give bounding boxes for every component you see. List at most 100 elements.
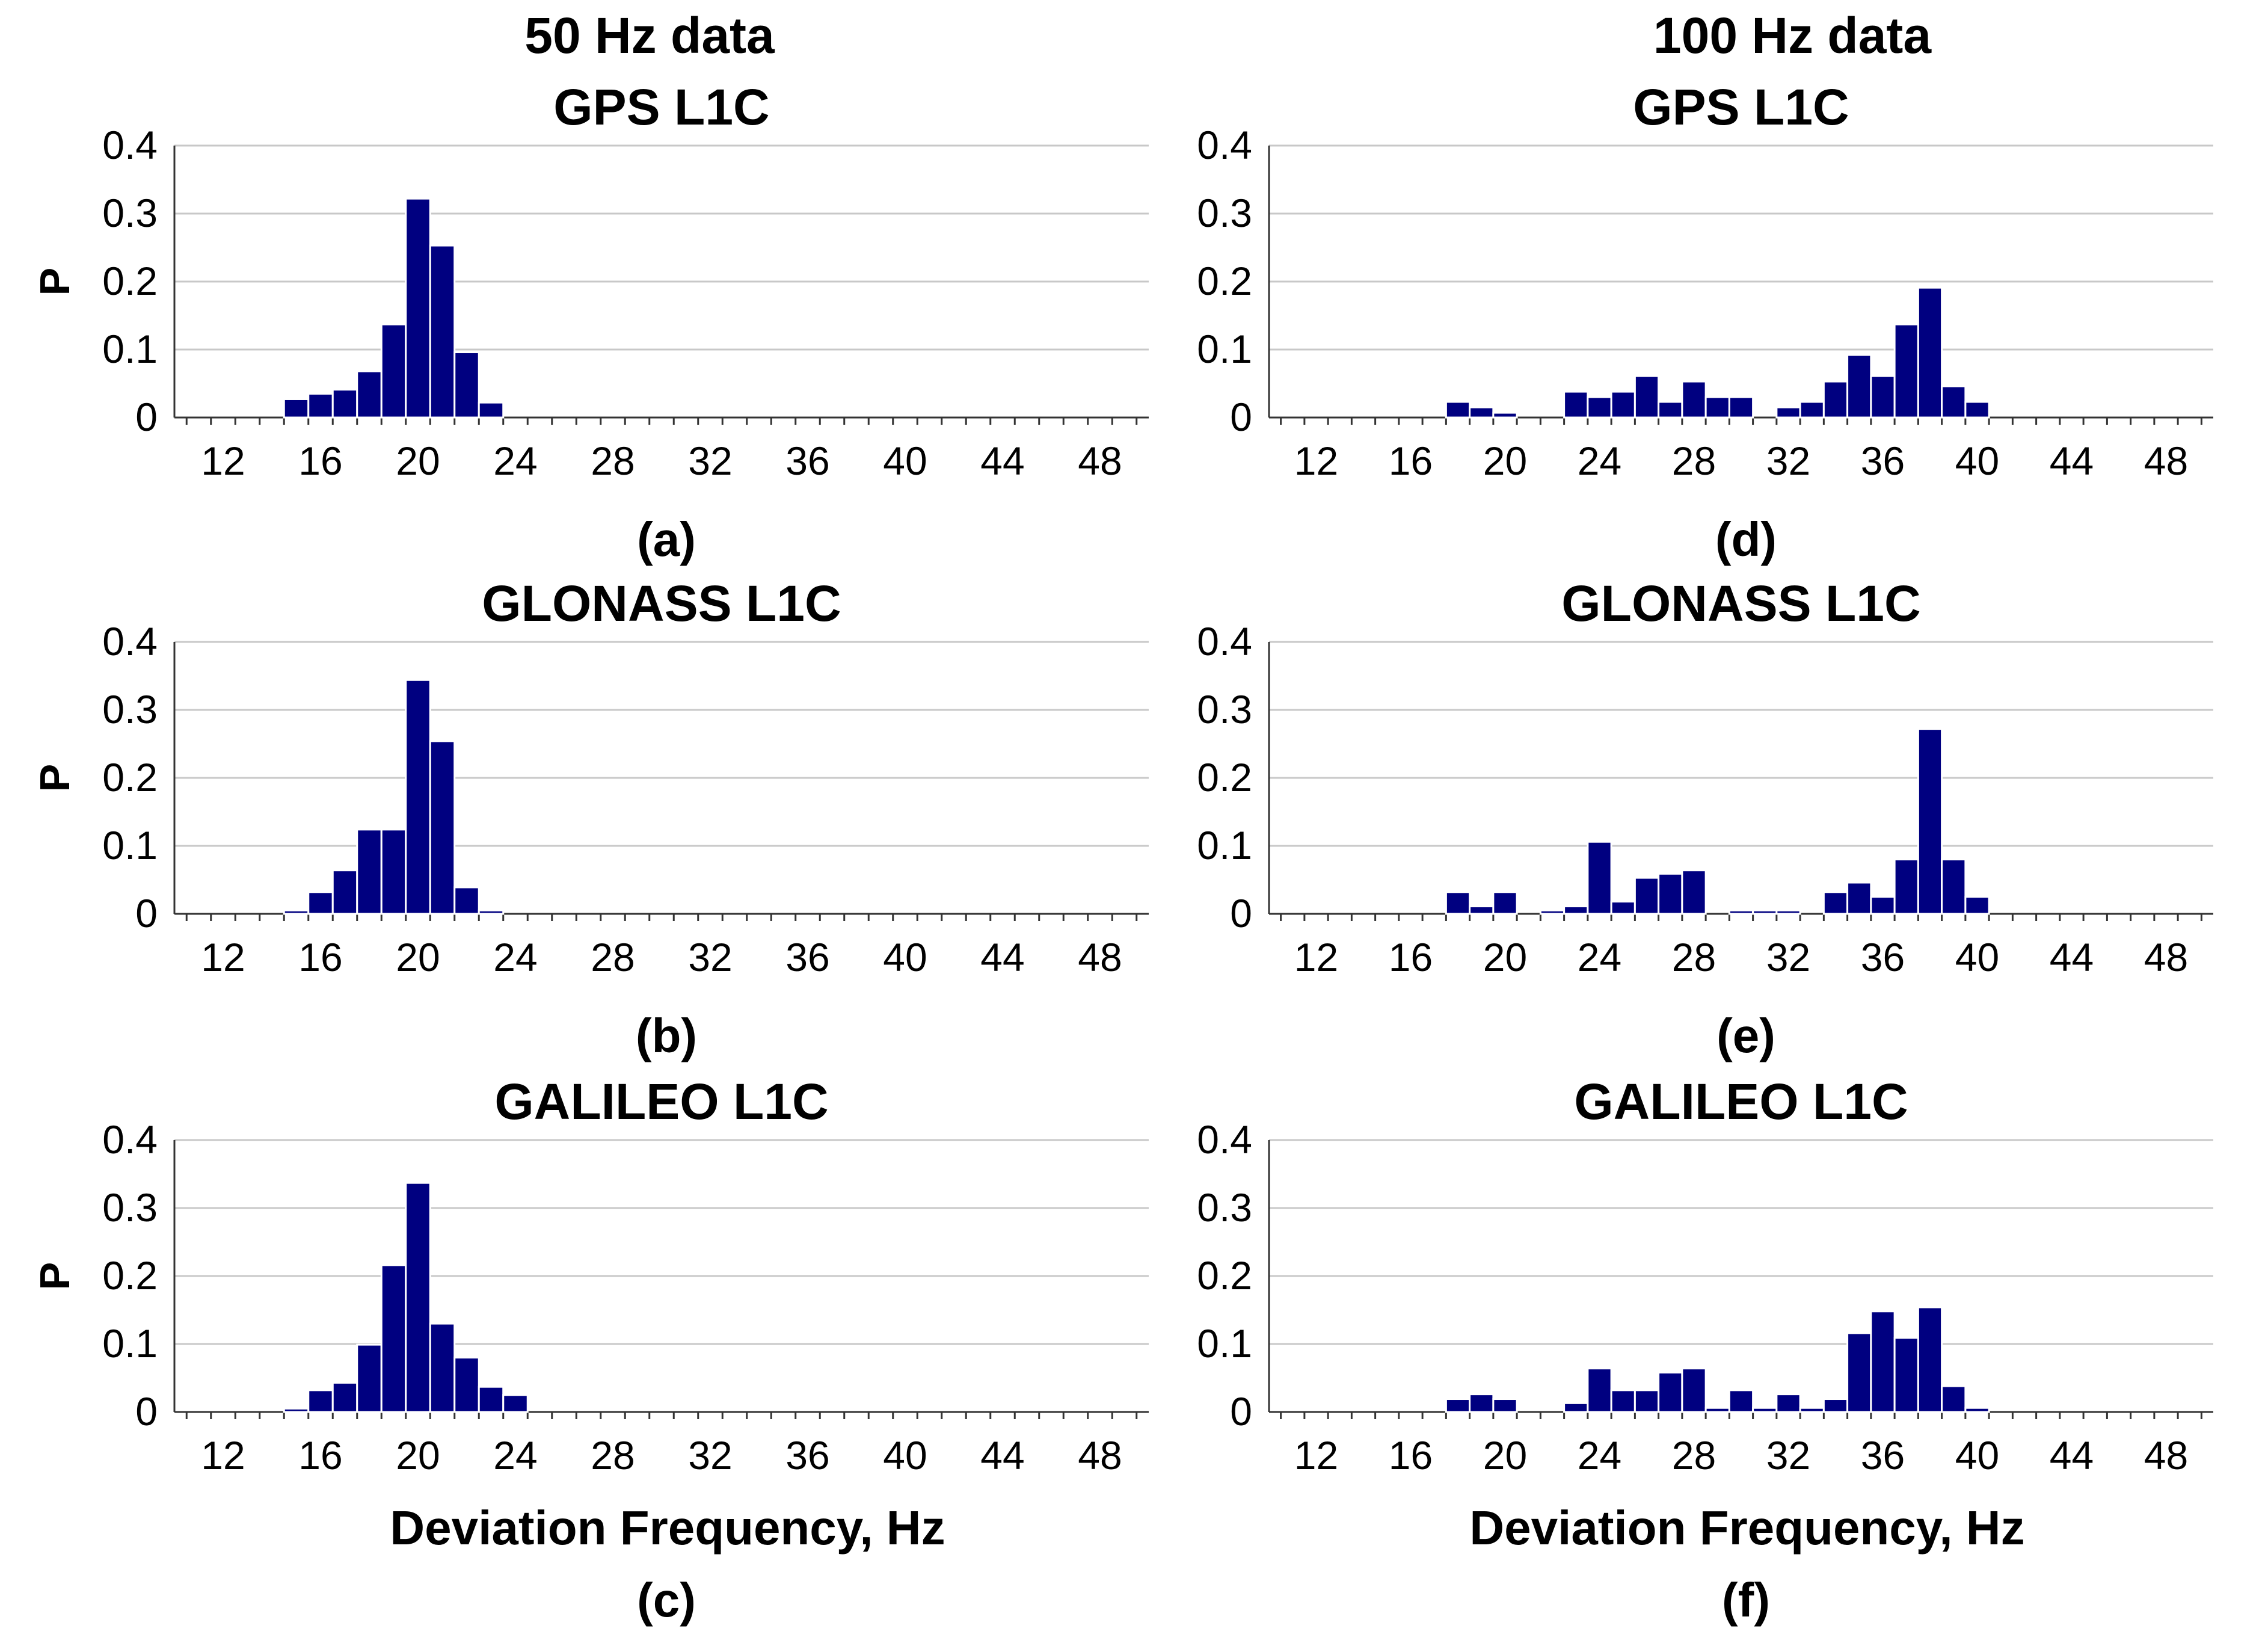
bar [1563,390,1589,419]
bar [307,891,334,915]
y-tick-label: 0.2 [102,1253,158,1298]
bar [356,1343,383,1413]
bar [1775,909,1801,915]
bar [1752,909,1778,915]
x-tick-label: 20 [396,935,440,979]
x-tick-label: 48 [2144,935,2188,979]
bar [1633,375,1660,419]
bar [1445,1398,1471,1413]
y-tick-label: 0.1 [102,823,158,868]
x-tick-label: 44 [980,439,1024,483]
panel-label: (f) [1722,1573,1770,1627]
x-tick-label: 44 [980,935,1024,979]
bar [1846,1332,1872,1413]
y-tick-label: 0.3 [1197,687,1252,732]
y-tick-label: 0.3 [102,1185,158,1230]
y-tick-label: 0.2 [102,259,158,303]
x-tick-label: 36 [785,1433,829,1478]
x-tick-label: 24 [493,935,537,979]
y-tick-label: 0 [1230,395,1252,439]
chart-title: GLONASS L1C [482,575,841,632]
x-tick-label: 32 [688,935,732,979]
bar [1775,406,1801,419]
bar [1941,1385,1967,1413]
bar [1445,891,1471,915]
bar [1964,896,1990,915]
chart-panel-d: GPS L1C 0 0.1 0.2 0.3 0.4 12 16 20 24 28 32 36 40 44 48… [1197,79,2213,566]
x-tick-label: 16 [1389,1433,1433,1478]
bar [502,1394,529,1413]
y-tick-label: 0.1 [1197,823,1252,868]
x-tick-label: 28 [1672,935,1716,979]
bar [1941,858,1967,915]
bar [1941,385,1967,419]
x-tick-label: 16 [298,439,342,483]
bar [1587,396,1612,419]
bar [1563,905,1589,915]
chart-panel-c: GALILEO L1C 0 0.1 0.2 0.3 0.4 12 16 20 24 28 32 36 40… [31,1073,1149,1627]
bar [331,389,358,419]
bar [283,909,310,915]
x-tick-label: 16 [298,1433,342,1478]
x-tick-label: 24 [1578,1433,1621,1478]
chart-title: GPS L1C [1633,79,1849,135]
x-tick-label: 24 [1578,439,1621,483]
bar [1658,872,1683,915]
bar [429,1322,456,1413]
y-tick-label: 0.4 [102,123,158,167]
bar [307,392,334,419]
bar [283,398,310,419]
x-tick-label: 28 [591,439,635,483]
x-tick-label: 20 [396,1433,440,1478]
x-tick-label: 24 [493,439,537,483]
x-tick-label: 16 [1389,439,1433,483]
bar [1799,401,1825,419]
x-axis-label: Deviation Frequency, Hz [1469,1501,2024,1555]
x-tick-label: 16 [1389,935,1433,979]
bar [1822,1398,1849,1413]
chart-panel-e: GLONASS L1C 0 0.1 0.2 0.3 0.4 12 16 20 24 28 32 36 40… [1197,575,2213,1062]
chart-panel-a: GPS L1C 0 0.1 0.2 0.3 0.4 12 16 20 24 28 32 36 40 44 48… [31,79,1149,566]
y-tick-label: 0.2 [102,755,158,800]
x-tick-label: 36 [1861,1433,1905,1478]
x-tick-label: 44 [980,1433,1024,1478]
x-tick-label: 12 [201,439,245,483]
y-tick-label: 0.1 [1197,1321,1252,1366]
y-tick-label: 0.2 [1197,1253,1252,1298]
bar [1870,375,1896,419]
x-tick-label: 40 [883,439,927,483]
bar [1469,905,1495,915]
bar [1681,380,1707,419]
x-tick-label: 48 [2144,1433,2188,1478]
x-tick-label: 12 [1294,935,1338,979]
x-tick-label: 32 [1766,935,1810,979]
bar [429,244,456,419]
y-tick-label: 0 [135,891,158,936]
panel-label: (e) [1716,1009,1775,1062]
bar [283,1407,310,1413]
bar [1728,909,1754,915]
y-tick-label: 0.1 [102,1321,158,1366]
bar [1492,412,1518,419]
bar [1469,406,1495,419]
bar [453,886,480,915]
bar [429,740,456,915]
y-tick-label: 0.3 [1197,191,1252,235]
panel-label: (b) [636,1009,697,1062]
x-tick-label: 36 [785,935,829,979]
chart-panel-b: GLONASS L1C 0 0.1 0.2 0.3 0.4 12 16 20 24 28 32 36 40… [31,575,1149,1062]
column-title-100hz: 100 Hz data [1653,7,1932,64]
x-tick-label: 32 [688,1433,732,1478]
bar [1893,858,1919,915]
y-tick-label: 0.4 [1197,123,1252,167]
x-tick-label: 28 [591,935,635,979]
bar [478,909,505,915]
bar [380,323,407,419]
bar [1658,1371,1683,1413]
x-tick-label: 20 [1483,935,1527,979]
bar [1822,891,1849,915]
bar [1917,728,1943,915]
x-tick-label: 48 [1078,1433,1122,1478]
chart-panel-f: GALILEO L1C 0 0.1 0.2 0.3 0.4 12 16 20 24 28 32 36 40… [1197,1073,2213,1627]
